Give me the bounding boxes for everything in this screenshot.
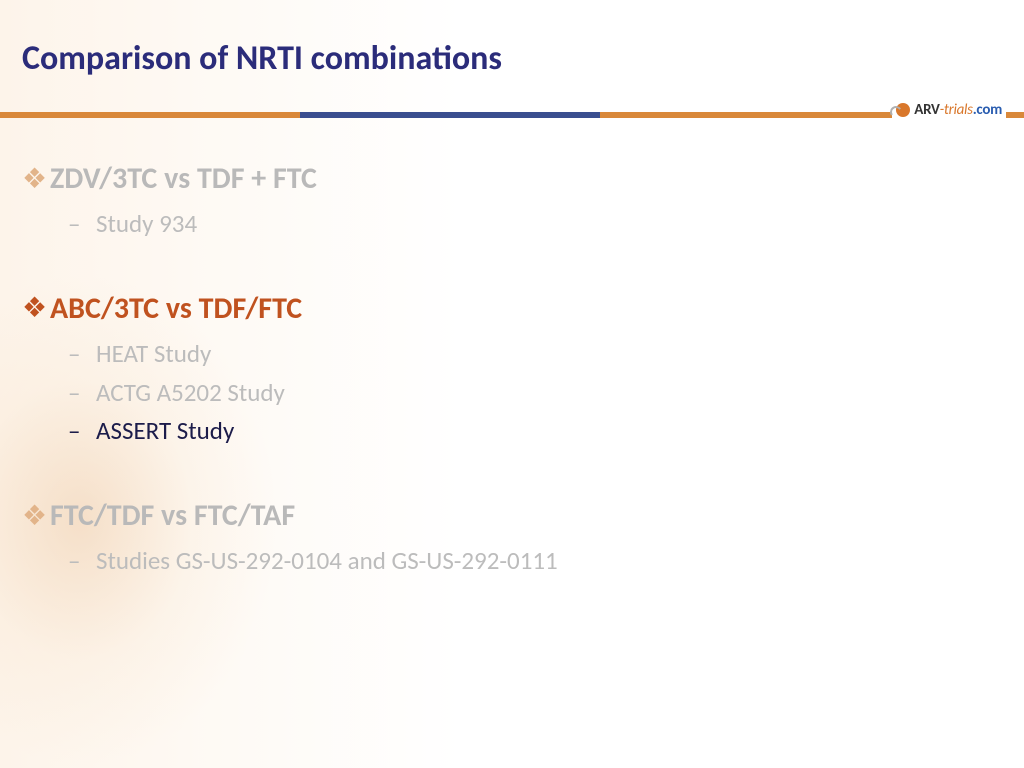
header-divider xyxy=(0,112,1024,118)
list-item: ASSERT Study xyxy=(96,412,984,451)
brand-logo: ARV-trials.com xyxy=(892,96,1006,124)
logo-text-trials: -trials xyxy=(940,101,973,119)
bullet-icon: ❖ xyxy=(22,165,40,193)
logo-text-arv: ARV xyxy=(914,101,939,119)
section-title: FTC/TDF vs FTC/TAF xyxy=(50,497,295,534)
section-title: ZDV/3TC vs TDF + FTC xyxy=(50,160,317,197)
section-title: ABC/3TC vs TDF/FTC xyxy=(50,290,302,327)
section-zdv: ❖ ZDV/3TC vs TDF + FTC Study 934 xyxy=(22,160,984,244)
bullet-icon: ❖ xyxy=(22,294,40,322)
list-item: Studies GS-US-292-0104 and GS-US-292-011… xyxy=(96,542,984,581)
page-title: Comparison of NRTI combinations xyxy=(22,38,502,79)
bullet-icon: ❖ xyxy=(22,502,40,530)
logo-text-com: .com xyxy=(973,101,1002,119)
list-item: HEAT Study xyxy=(96,335,984,374)
section-abc: ❖ ABC/3TC vs TDF/FTC HEAT Study ACTG A52… xyxy=(22,290,984,451)
list-item: Study 934 xyxy=(96,205,984,244)
content-area: ❖ ZDV/3TC vs TDF + FTC Study 934 ❖ ABC/3… xyxy=(22,160,984,627)
globe-icon xyxy=(896,103,910,117)
list-item: ACTG A5202 Study xyxy=(96,374,984,413)
section-ftc: ❖ FTC/TDF vs FTC/TAF Studies GS-US-292-0… xyxy=(22,497,984,581)
